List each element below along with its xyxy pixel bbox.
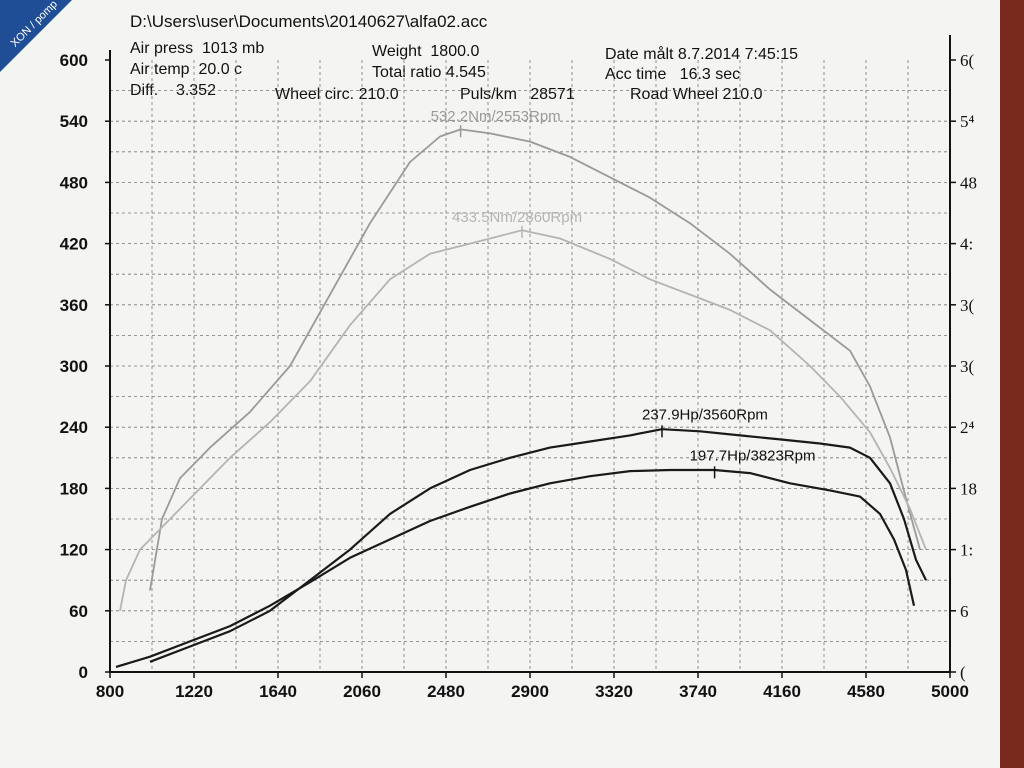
dyno-printout (0, 0, 1000, 768)
chart-labels: 532.2Nm/2553Rpm 433.5Nm/2860Rpm 237.9Hp/35… (431, 108, 816, 479)
air-temp: Air temp 20.0 c (130, 61, 243, 78)
x-tick-label: 4160 (763, 682, 801, 701)
y-tick-label: 540 (60, 112, 88, 131)
peak-annotation: 197.7Hp/3823Rpm (690, 447, 816, 464)
x-tick-label: 1220 (175, 682, 213, 701)
chart-axes: 800 1220 1640 2060 2480 2900 3320 3740 4160 4580 5… (60, 35, 977, 701)
y-tick-label: 240 (60, 418, 88, 437)
right-tick-label: 6( (960, 51, 975, 70)
air-press: Air press 1013 mb (130, 40, 265, 57)
right-tick-label: 5⁴ (960, 112, 975, 131)
file-path: D:\Users\user\Documents\20140627\alfa02.… (130, 12, 488, 31)
chart-series (115, 128, 927, 668)
x-tick-label: 800 (96, 682, 124, 701)
series-line-1 (149, 128, 921, 591)
y-tick-label: 60 (69, 602, 88, 621)
x-tick-label: 2480 (427, 682, 465, 701)
peak-annotation: 532.2Nm/2553Rpm (431, 108, 561, 125)
x-tick-label: 3740 (679, 682, 717, 701)
series-line-4 (115, 468, 916, 668)
x-tick-label: 2060 (343, 682, 381, 701)
y-tick-label: 180 (60, 479, 88, 498)
acc-time: Acc time 16.3 sec (605, 66, 741, 83)
y-tick-label: 480 (60, 173, 88, 192)
x-tick-label: 4580 (847, 682, 885, 701)
right-tick-label: 6 (960, 602, 969, 621)
right-tick-label: 3( (960, 357, 975, 376)
y-tick-label: 420 (60, 235, 88, 254)
y-tick-label: 0 (79, 663, 88, 682)
y-tick-label: 120 (60, 541, 88, 560)
y-tick-label: 300 (60, 357, 88, 376)
peak-annotation: 433.5Nm/2860Rpm (452, 209, 582, 226)
peak-annotation: 237.9Hp/3560Rpm (642, 406, 768, 423)
x-tick-label: 2900 (511, 682, 549, 701)
x-tick-label: 3320 (595, 682, 633, 701)
right-tick-label: 4: (960, 235, 973, 254)
y-tick-label: 600 (60, 51, 88, 70)
x-tick-label: 1640 (259, 682, 297, 701)
right-tick-label: 3( (960, 296, 975, 315)
right-tick-label: 48 (960, 173, 977, 192)
right-tick-label: 18 (960, 479, 977, 498)
right-tick-label: 1: (960, 541, 973, 560)
weight: Weight 1800.0 (372, 43, 480, 60)
date-measured: Date målt 8.7.2014 7:45:15 (605, 46, 799, 63)
x-tick-label: 5000 (931, 682, 969, 701)
right-tick-label: 2⁴ (960, 418, 975, 437)
chart-grid (110, 60, 950, 672)
right-tick-label: ( (960, 663, 966, 682)
y-tick-label: 360 (60, 296, 88, 315)
total-ratio: Total ratio 4.545 (372, 64, 486, 81)
